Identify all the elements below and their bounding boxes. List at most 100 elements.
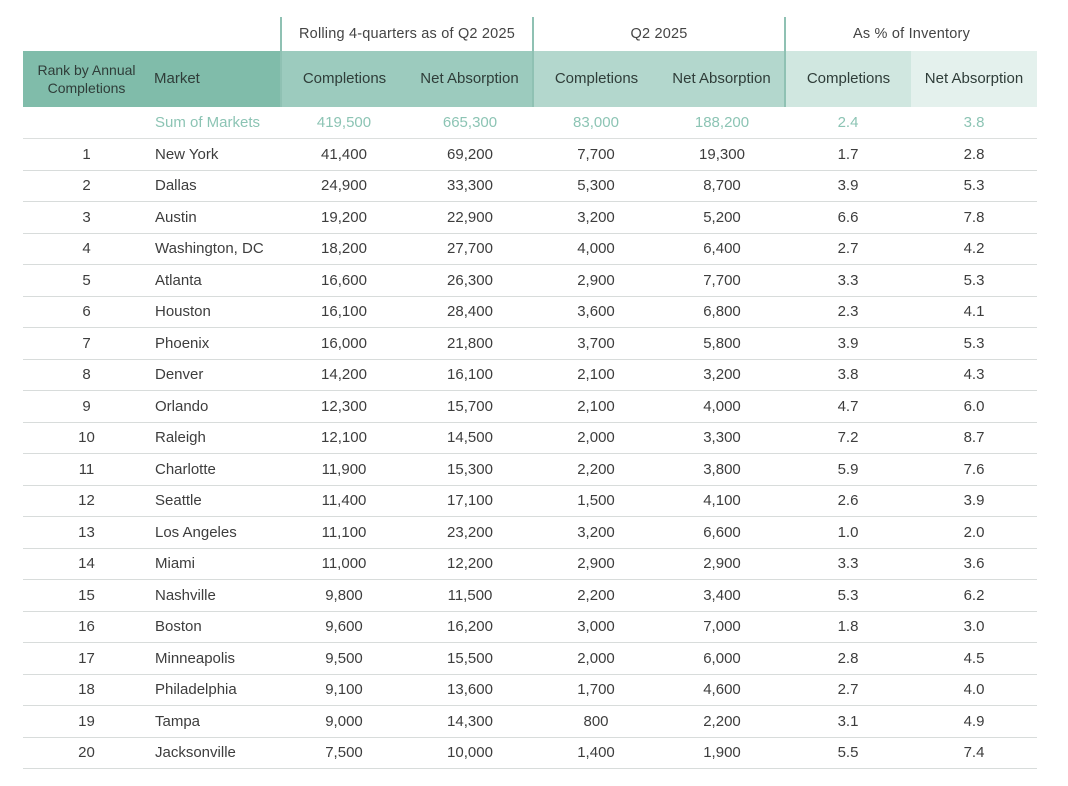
table-row: 7 Phoenix 16,000 21,800 3,700 5,800 3.9 5.3 xyxy=(23,327,1038,360)
q2-completions-cell: 3,200 xyxy=(533,201,659,234)
rolling-net-absorption-cell: 12,200 xyxy=(407,548,533,580)
pct-net-absorption-cell: 7.8 xyxy=(911,201,1038,234)
table-row: 3 Austin 19,200 22,900 3,200 5,200 6.6 7.8 xyxy=(23,201,1038,234)
rolling-net-absorption-cell: 23,200 xyxy=(407,516,533,549)
q2-net-absorption-cell: 4,100 xyxy=(659,485,785,517)
rolling-completions-cell: 11,100 xyxy=(281,516,407,549)
rank-cell: 14 xyxy=(23,548,150,580)
q2-net-absorption-cell: 1,900 xyxy=(659,737,785,769)
rolling-completions-cell: 19,200 xyxy=(281,201,407,234)
rolling-net-absorption-cell: 26,300 xyxy=(407,264,533,297)
q2-net-absorption-cell: 4,000 xyxy=(659,390,785,423)
q2-completions-cell: 7,700 xyxy=(533,138,659,171)
q2-net-absorption-cell: 6,600 xyxy=(659,516,785,549)
column-header-row: Rank by Annual Completions Market Comple… xyxy=(23,51,1038,107)
rank-cell: 13 xyxy=(23,516,150,549)
q2-net-absorption-cell: 6,800 xyxy=(659,296,785,328)
market-cell: Tampa xyxy=(150,705,281,738)
rolling-net-absorption-cell: 33,300 xyxy=(407,170,533,202)
pct-net-absorption-cell: 4.5 xyxy=(911,642,1038,675)
rank-cell: 19 xyxy=(23,705,150,738)
rolling-net-absorption-cell: 21,800 xyxy=(407,327,533,360)
rolling-net-absorption-cell: 11,500 xyxy=(407,579,533,612)
rolling-completions-cell: 9,600 xyxy=(281,611,407,643)
pct-completions-cell: 1.8 xyxy=(785,611,911,643)
pct-net-absorption-cell: 8.7 xyxy=(911,422,1038,454)
rolling-completions-cell: 18,200 xyxy=(281,233,407,265)
rolling-net-absorption-cell: 15,700 xyxy=(407,390,533,423)
q2-completions-cell: 2,000 xyxy=(533,642,659,675)
q2-net-absorption-cell: 5,200 xyxy=(659,201,785,234)
rolling-completions-cell: 24,900 xyxy=(281,170,407,202)
pct-completions-cell: 1.7 xyxy=(785,138,911,171)
q2-completions-cell: 3,000 xyxy=(533,611,659,643)
rolling-completions-cell: 11,400 xyxy=(281,485,407,517)
rolling-net-absorption-cell: 15,500 xyxy=(407,642,533,675)
column-header-pct-net-absorption: Net Absorption xyxy=(911,51,1038,107)
rank-cell: 11 xyxy=(23,453,150,486)
pct-net-absorption-cell: 3.0 xyxy=(911,611,1038,643)
market-cell: Atlanta xyxy=(150,264,281,297)
q2-completions-cell: 2,100 xyxy=(533,359,659,391)
q2-completions-cell: 2,200 xyxy=(533,579,659,612)
summary-cell: 3.8 xyxy=(911,107,1038,139)
q2-completions-cell: 2,900 xyxy=(533,548,659,580)
column-header-market: Market xyxy=(150,51,281,107)
table-row: 19 Tampa 9,000 14,300 800 2,200 3.1 4.9 xyxy=(23,705,1038,738)
rank-cell: 12 xyxy=(23,485,150,517)
pct-net-absorption-cell: 7.4 xyxy=(911,737,1038,769)
pct-completions-cell: 3.3 xyxy=(785,264,911,297)
pct-net-absorption-cell: 2.8 xyxy=(911,138,1038,171)
summary-cell: 83,000 xyxy=(533,107,659,139)
rank-cell: 18 xyxy=(23,674,150,706)
rolling-net-absorption-cell: 17,100 xyxy=(407,485,533,517)
column-header-rolling-completions: Completions xyxy=(280,51,407,107)
summary-rank xyxy=(23,107,150,139)
rolling-net-absorption-cell: 14,500 xyxy=(407,422,533,454)
q2-completions-cell: 3,200 xyxy=(533,516,659,549)
rank-cell: 15 xyxy=(23,579,150,612)
pct-net-absorption-cell: 3.6 xyxy=(911,548,1038,580)
market-cell: New York xyxy=(150,138,281,171)
q2-net-absorption-cell: 3,300 xyxy=(659,422,785,454)
table-row: 12 Seattle 11,400 17,100 1,500 4,100 2.6 3.9 xyxy=(23,485,1038,517)
q2-net-absorption-cell: 19,300 xyxy=(659,138,785,171)
rolling-completions-cell: 12,300 xyxy=(281,390,407,423)
q2-completions-cell: 2,900 xyxy=(533,264,659,297)
table-row: 1 New York 41,400 69,200 7,700 19,300 1.7 2.8 xyxy=(23,138,1038,171)
rolling-net-absorption-cell: 16,200 xyxy=(407,611,533,643)
q2-completions-cell: 2,200 xyxy=(533,453,659,486)
rolling-net-absorption-cell: 28,400 xyxy=(407,296,533,328)
rolling-completions-cell: 9,000 xyxy=(281,705,407,738)
pct-net-absorption-cell: 4.2 xyxy=(911,233,1038,265)
q2-net-absorption-cell: 6,000 xyxy=(659,642,785,675)
rolling-net-absorption-cell: 16,100 xyxy=(407,359,533,391)
rank-cell: 8 xyxy=(23,359,150,391)
table-row: 20 Jacksonville 7,500 10,000 1,400 1,900 5.5 7.… xyxy=(23,737,1038,769)
rank-cell: 17 xyxy=(23,642,150,675)
rank-cell: 1 xyxy=(23,138,150,171)
q2-completions-cell: 1,700 xyxy=(533,674,659,706)
market-cell: Austin xyxy=(150,201,281,234)
q2-net-absorption-cell: 8,700 xyxy=(659,170,785,202)
rolling-completions-cell: 16,000 xyxy=(281,327,407,360)
q2-net-absorption-cell: 6,400 xyxy=(659,233,785,265)
pct-completions-cell: 5.5 xyxy=(785,737,911,769)
pct-completions-cell: 7.2 xyxy=(785,422,911,454)
pct-completions-cell: 5.9 xyxy=(785,453,911,486)
pct-completions-cell: 5.3 xyxy=(785,579,911,612)
group-header-quarter: Q2 2025 xyxy=(532,17,785,51)
column-header-q2-completions: Completions xyxy=(532,51,659,107)
summary-cell: 419,500 xyxy=(281,107,407,139)
table-row: 14 Miami 11,000 12,200 2,900 2,900 3.3 3.6 xyxy=(23,548,1038,580)
market-cell: Raleigh xyxy=(150,422,281,454)
market-cell: Philadelphia xyxy=(150,674,281,706)
pct-net-absorption-cell: 4.9 xyxy=(911,705,1038,738)
table-row: 6 Houston 16,100 28,400 3,600 6,800 2.3 4.1 xyxy=(23,296,1038,328)
market-cell: Jacksonville xyxy=(150,737,281,769)
table-row: 15 Nashville 9,800 11,500 2,200 3,400 5.3 6.2 xyxy=(23,579,1038,612)
q2-completions-cell: 1,500 xyxy=(533,485,659,517)
pct-completions-cell: 3.8 xyxy=(785,359,911,391)
pct-completions-cell: 2.8 xyxy=(785,642,911,675)
rank-cell: 4 xyxy=(23,233,150,265)
